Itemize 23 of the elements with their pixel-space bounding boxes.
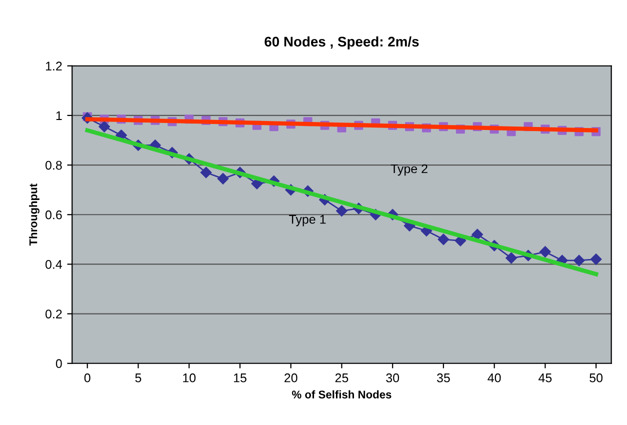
x-axis-title: % of Selfish Nodes [292,390,392,398]
x-tick-label: 30 [386,373,400,382]
x-tick-label: 45 [538,374,552,382]
x-tick-label: 35 [436,373,450,382]
y-tick-label: 0 [56,359,62,368]
x-tick-label: 15 [234,374,246,382]
x-tick-label: 0 [84,373,90,382]
x-tick-label: 25 [335,373,348,382]
x-tick-label: 40 [488,373,501,382]
chart-title: 60 Nodes , Speed: 2m/s [264,36,419,50]
series-label: Type 1 [289,215,326,226]
text: Type 2 [390,164,428,176]
x-tick-label: 50 [590,373,603,382]
y-tick-label: 0.2 [45,310,62,318]
x-tick-label: 10 [183,373,196,382]
x-tick-label: 5 [135,374,142,382]
x-tick-label: 20 [284,373,298,382]
y-tick-label: 0.4 [45,260,62,269]
y-tick-label: 0.6 [45,210,62,220]
y-axis-title: Throughput [29,184,40,246]
y-tick-label: 1.2 [46,62,62,70]
y-tick-label: 0.8 [45,160,62,170]
y-tick-label: 1 [56,111,62,120]
